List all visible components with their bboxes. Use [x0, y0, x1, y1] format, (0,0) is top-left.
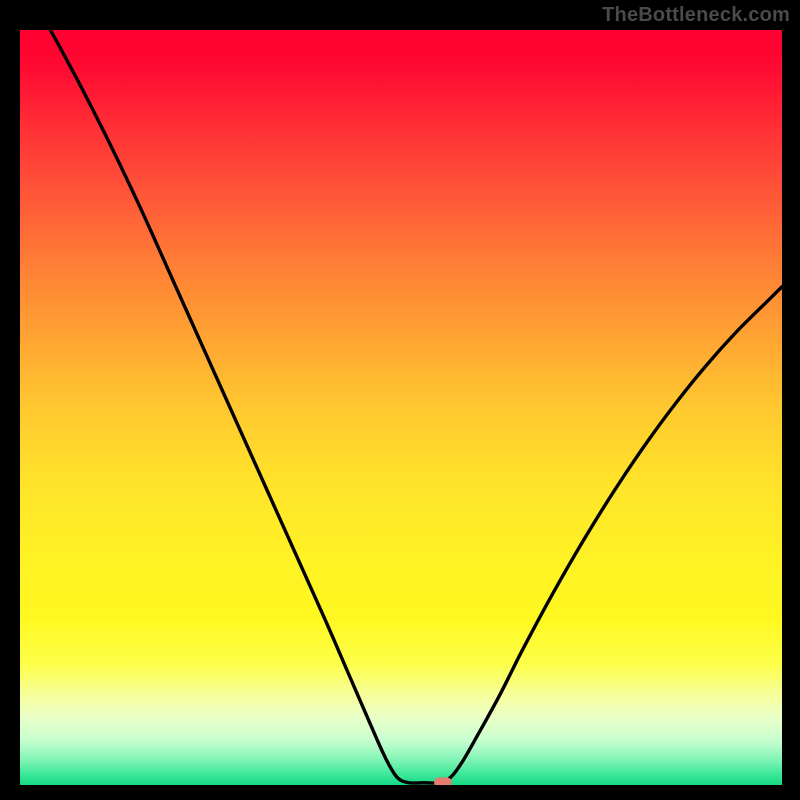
- chart-frame: TheBottleneck.com: [0, 0, 800, 800]
- gradient-background: [20, 30, 782, 785]
- plot-area: [20, 30, 782, 785]
- chart-svg: [20, 30, 782, 785]
- watermark-text: TheBottleneck.com: [602, 4, 790, 27]
- optimal-marker: [434, 777, 452, 785]
